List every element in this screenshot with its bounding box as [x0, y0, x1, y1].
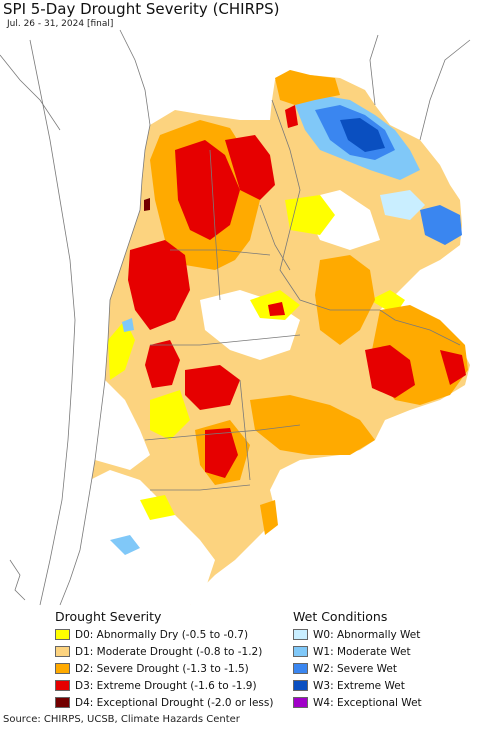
legend-wet-title: Wet Conditions	[293, 609, 388, 624]
legend-item-d2: D2: Severe Drought (-1.3 to -1.5)	[55, 661, 249, 676]
legend-item-d0: D0: Abnormally Dry (-0.5 to -0.7)	[55, 627, 248, 642]
legend-label-w3: W3: Extreme Wet	[313, 679, 405, 692]
source-credit: Source: CHIRPS, UCSB, Climate Hazards Ce…	[3, 714, 240, 725]
swatch-w0	[293, 629, 308, 640]
legend-label-w2: W2: Severe Wet	[313, 662, 397, 675]
legend-label-d3: D3: Extreme Drought (-1.6 to -1.9)	[75, 679, 257, 692]
legend-item-w0: W0: Abnormally Wet	[293, 627, 420, 642]
legend-item-w3: W3: Extreme Wet	[293, 678, 405, 693]
legend-item-w2: W2: Severe Wet	[293, 661, 397, 676]
legend: Drought Severity Wet Conditions D0: Abno…	[0, 608, 480, 710]
legend-item-d1: D1: Moderate Drought (-0.8 to -1.2)	[55, 644, 262, 659]
swatch-w2	[293, 663, 308, 674]
legend-label-d1: D1: Moderate Drought (-0.8 to -1.2)	[75, 645, 263, 658]
swatch-d1	[55, 646, 70, 657]
legend-item-d4: D4: Exceptional Drought (-2.0 or less)	[55, 695, 273, 710]
swatch-w3	[293, 680, 308, 691]
map-subtitle: Jul. 26 - 31, 2024 [final]	[7, 19, 114, 29]
legend-label-d4: D4: Exceptional Drought (-2.0 or less)	[75, 696, 274, 709]
legend-label-w0: W0: Abnormally Wet	[313, 628, 421, 641]
swatch-d4	[55, 697, 70, 708]
legend-item-w4: W4: Exceptional Wet	[293, 695, 422, 710]
legend-item-w1: W1: Moderate Wet	[293, 644, 411, 659]
swatch-w4	[293, 697, 308, 708]
legend-label-d0: D0: Abnormally Dry (-0.5 to -0.7)	[75, 628, 249, 641]
legend-label-w1: W1: Moderate Wet	[313, 645, 411, 658]
swatch-w1	[293, 646, 308, 657]
legend-label-d2: D2: Severe Drought (-1.3 to -1.5)	[75, 662, 249, 675]
swatch-d0	[55, 629, 70, 640]
map-title: SPI 5-Day Drought Severity (CHIRPS)	[3, 0, 280, 18]
legend-label-w4: W4: Exceptional Wet	[313, 696, 422, 709]
legend-drought-title: Drought Severity	[55, 609, 162, 624]
swatch-d2	[55, 663, 70, 674]
legend-item-d3: D3: Extreme Drought (-1.6 to -1.9)	[55, 678, 257, 693]
swatch-d3	[55, 680, 70, 691]
drought-map	[0, 29, 471, 606]
